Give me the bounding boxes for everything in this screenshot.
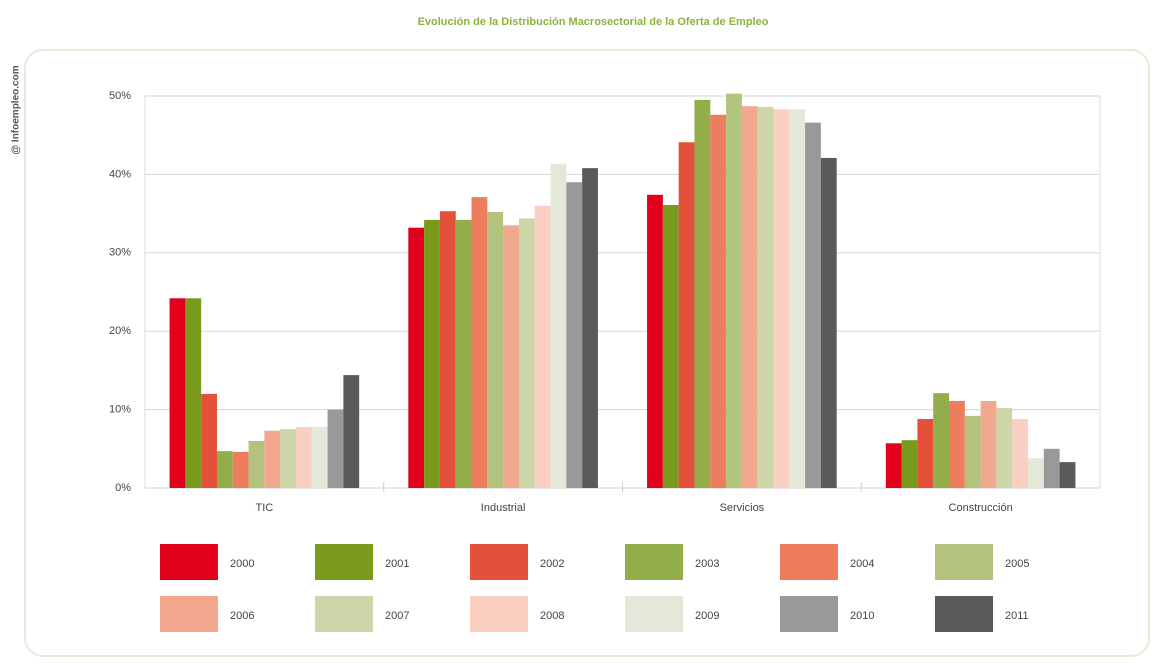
bar — [201, 393, 217, 488]
bar — [439, 211, 456, 489]
bar — [647, 194, 663, 488]
legend-label: 2004 — [850, 558, 874, 570]
bar — [1059, 462, 1076, 488]
legend-swatch — [470, 596, 528, 632]
legend-label: 2006 — [230, 610, 254, 622]
bar — [1028, 458, 1044, 488]
bar — [582, 168, 598, 489]
bar — [789, 109, 806, 488]
bar — [232, 451, 249, 488]
bar — [694, 99, 711, 489]
bar — [216, 451, 233, 488]
legend-swatch — [160, 596, 218, 632]
legend-swatch — [625, 596, 683, 632]
bar — [518, 218, 535, 488]
bar — [980, 400, 997, 488]
bar — [408, 227, 425, 488]
bar — [264, 430, 281, 488]
x-tick-label: TIC — [256, 502, 274, 514]
bar — [550, 164, 567, 488]
legend-swatch — [935, 596, 993, 632]
bar — [487, 212, 504, 489]
bar — [343, 375, 360, 488]
bar — [741, 106, 758, 488]
legend-label: 2009 — [695, 610, 719, 622]
y-tick-label: 30% — [109, 247, 131, 259]
bar — [534, 205, 551, 488]
bar — [949, 400, 965, 488]
y-tick-label: 0% — [115, 482, 131, 494]
legend-label: 2003 — [695, 558, 719, 570]
bar — [327, 409, 344, 488]
legend-swatch — [935, 544, 993, 580]
legend-label: 2008 — [540, 610, 564, 622]
bar — [455, 219, 472, 488]
legend-swatch — [780, 544, 838, 580]
legend-label: 2001 — [385, 558, 409, 570]
legend-swatch — [780, 596, 838, 632]
bar — [295, 426, 312, 488]
bar — [996, 408, 1013, 488]
bar — [773, 109, 790, 488]
legend-label: 2005 — [1005, 558, 1029, 570]
legend-swatch — [315, 596, 373, 632]
bar — [1043, 448, 1060, 488]
y-tick-label: 20% — [109, 325, 131, 337]
bar — [503, 225, 519, 489]
x-tick-label: Servicios — [720, 502, 765, 514]
legend-label: 2011 — [1005, 610, 1029, 622]
y-tick-label: 50% — [109, 90, 131, 102]
legend-label: 2002 — [540, 558, 564, 570]
legend-label: 2000 — [230, 558, 254, 570]
legend-label: 2010 — [850, 610, 874, 622]
legend-swatch — [625, 544, 683, 580]
bar — [169, 298, 186, 488]
legend-swatch — [470, 544, 528, 580]
bar — [933, 393, 950, 488]
bar — [662, 204, 679, 488]
bar — [964, 415, 981, 488]
bar — [1012, 419, 1029, 488]
bar — [726, 93, 742, 488]
chart-title: Evolución de la Distribución Macrosector… — [418, 16, 769, 28]
bar — [805, 122, 821, 488]
x-tick-label: Industrial — [481, 502, 526, 514]
bar — [424, 219, 440, 488]
source-label: @ Infoempleo.com — [11, 65, 22, 154]
bar — [471, 197, 488, 489]
bar — [757, 106, 774, 488]
bar — [248, 440, 265, 488]
x-tick-label: Construcción — [949, 502, 1013, 514]
bar — [280, 429, 296, 488]
legend-swatch — [315, 544, 373, 580]
bar — [917, 419, 934, 488]
bar — [185, 298, 202, 488]
bar — [820, 157, 837, 488]
y-tick-label: 40% — [109, 168, 131, 180]
bar — [885, 443, 902, 488]
bar — [901, 440, 918, 488]
legend-swatch — [160, 544, 218, 580]
bar — [678, 142, 695, 489]
legend-label: 2007 — [385, 610, 409, 622]
y-tick-label: 10% — [109, 404, 131, 416]
bar — [566, 182, 583, 489]
bar — [311, 426, 328, 488]
bar — [710, 114, 727, 488]
